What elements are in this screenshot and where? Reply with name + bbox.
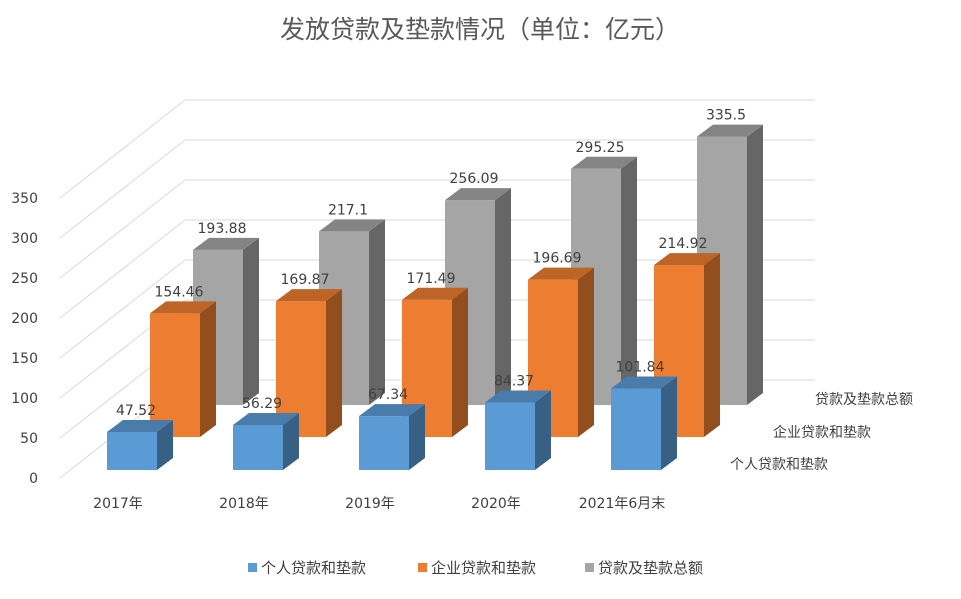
bar-side <box>243 237 259 405</box>
bar-top <box>445 188 511 201</box>
y-tick-label: 100 <box>11 391 38 407</box>
bar-side <box>409 404 425 470</box>
bar-top <box>107 419 173 432</box>
bar-side <box>535 390 551 470</box>
legend: 个人贷款和垫款 企业贷款和垫款 贷款及垫款总额 <box>248 559 703 577</box>
bar-side <box>326 289 342 437</box>
bar-top <box>528 267 594 280</box>
y-tick-label: 200 <box>11 311 38 327</box>
data-label: 47.52 <box>116 403 156 419</box>
y-tick-label: 50 <box>20 431 38 447</box>
legend-label: 个人贷款和垫款 <box>261 559 366 577</box>
legend-item: 贷款及垫款总额 <box>585 559 703 577</box>
x-tick-label: 2018年 <box>219 496 269 512</box>
bar-0-1: 56.29 <box>233 396 299 470</box>
bar-side <box>157 419 173 470</box>
bar-side <box>200 301 216 437</box>
y-tick-label: 250 <box>11 271 38 287</box>
bar-top <box>654 253 720 266</box>
bar-side <box>578 267 594 437</box>
bar-top <box>150 301 216 314</box>
data-label: 193.88 <box>198 221 247 237</box>
chart-title: 发放贷款及垫款情况（单位：亿元） <box>280 15 680 44</box>
bar-side <box>621 156 637 405</box>
series-axis-label: 企业贷款和垫款 <box>773 424 871 441</box>
bar-2-4: 335.5 <box>697 108 763 405</box>
legend-label: 贷款及垫款总额 <box>598 559 703 577</box>
x-tick-label: 2019年 <box>345 496 395 512</box>
bar-top <box>276 289 342 302</box>
bar-top <box>697 124 763 137</box>
data-label: 214.92 <box>659 236 708 252</box>
data-label: 217.1 <box>328 202 368 218</box>
bar-top <box>359 404 425 417</box>
bar-front <box>107 431 157 470</box>
bar-top <box>485 390 551 403</box>
bar-top <box>611 376 677 389</box>
x-tick-label: 2020年 <box>471 496 521 512</box>
bar-front <box>359 416 409 470</box>
bar-side <box>495 188 511 405</box>
data-label: 67.34 <box>368 387 408 403</box>
legend-swatch <box>248 563 257 572</box>
data-label: 84.37 <box>494 374 534 390</box>
bar-1-0: 154.46 <box>150 284 216 437</box>
series-axis-label: 贷款及垫款总额 <box>815 392 913 408</box>
bar-top <box>571 156 637 169</box>
y-tick-label: 350 <box>11 191 38 207</box>
series-axis-label: 个人贷款和垫款 <box>730 457 828 473</box>
data-label: 56.29 <box>242 396 282 412</box>
bar-front <box>233 424 283 470</box>
y-tick-label: 150 <box>11 351 38 367</box>
x-tick-label: 2017年 <box>93 496 143 512</box>
x-tick-label: 2021年6月末 <box>579 496 666 512</box>
data-label: 196.69 <box>533 251 582 267</box>
bar-side <box>704 253 720 437</box>
y-tick-label: 0 <box>29 471 38 487</box>
legend-item: 个人贷款和垫款 <box>248 559 366 577</box>
gridline <box>59 259 186 359</box>
gridline <box>59 99 186 199</box>
data-label: 295.25 <box>576 140 625 156</box>
data-label: 101.84 <box>616 360 665 376</box>
data-label: 171.49 <box>407 271 456 287</box>
bar-top <box>319 219 385 232</box>
bar-side <box>283 412 299 470</box>
legend-label: 企业贷款和垫款 <box>431 559 536 577</box>
bar-side <box>747 124 763 405</box>
legend-item: 企业贷款和垫款 <box>418 559 536 577</box>
data-label: 256.09 <box>450 171 499 187</box>
bar-0-4: 101.84 <box>611 360 677 470</box>
legend-swatch <box>418 563 427 572</box>
bar-side <box>369 219 385 405</box>
data-label: 169.87 <box>281 272 330 288</box>
bar-side <box>661 376 677 470</box>
y-tick-label: 300 <box>11 231 38 247</box>
bar-top <box>233 412 299 425</box>
bar-1-1: 169.87 <box>276 272 342 437</box>
bar-front <box>150 313 200 437</box>
data-label: 335.5 <box>706 108 746 124</box>
bar-front <box>611 388 661 470</box>
gridline <box>59 139 186 239</box>
bar-0-0: 47.52 <box>107 403 173 470</box>
depth-axis-labels: 个人贷款和垫款 企业贷款和垫款 贷款及垫款总额 <box>730 392 913 473</box>
bar-top <box>402 287 468 300</box>
y-axis-ticks: 0 50 100 150 200 250 300 350 <box>11 191 38 487</box>
legend-swatch <box>585 563 594 572</box>
bars: 193.88 217.1 256.09 295.25 335.5 154.46 169.87… <box>107 108 763 470</box>
bar-front <box>485 402 535 470</box>
data-label: 154.46 <box>155 284 204 300</box>
gridline <box>59 219 186 319</box>
bar-0-2: 67.34 <box>359 387 425 470</box>
x-axis-ticks: 2017年 2018年 2019年 2020年 2021年6月末 <box>93 496 665 512</box>
bar-0-3: 84.37 <box>485 374 551 470</box>
bar-side <box>452 287 468 437</box>
gridline <box>59 179 186 279</box>
bar-top <box>193 237 259 250</box>
